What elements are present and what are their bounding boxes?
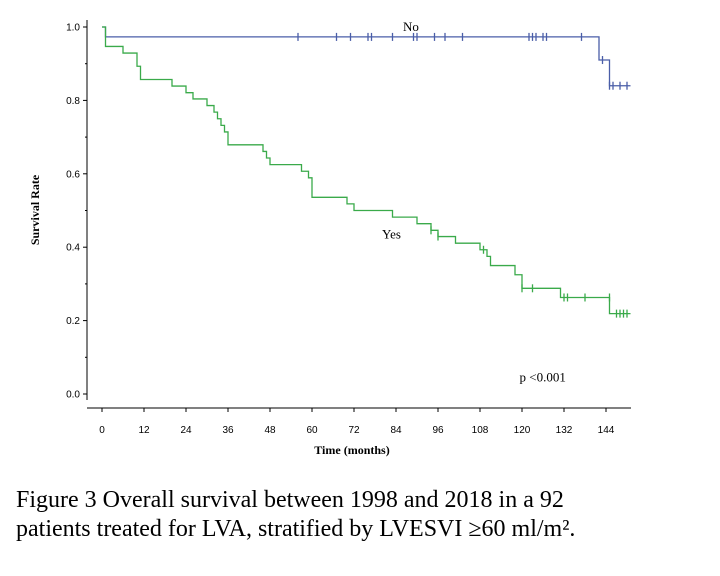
y-tick-label: 0.4 xyxy=(66,243,80,254)
x-tick-label: 24 xyxy=(180,425,192,436)
series-layer xyxy=(102,26,631,318)
x-tick-label: 96 xyxy=(432,425,444,436)
series-line-yes xyxy=(102,26,631,315)
x-tick-label: 108 xyxy=(472,425,489,436)
x-tick-label: 48 xyxy=(264,425,276,436)
y-tick-label: 0.6 xyxy=(66,169,80,180)
labels-layer: No Yes p <0.001 xyxy=(382,19,566,384)
y-tick-label: 1.0 xyxy=(66,23,80,34)
x-tick-label: 144 xyxy=(598,425,615,436)
figure-caption: Figure 3 Overall survival between 1998 a… xyxy=(16,486,706,544)
x-tick-label: 36 xyxy=(222,425,234,436)
y-ticks: 0.0 0.2 0.4 0.6 0.8 1.0 xyxy=(66,23,87,401)
x-tick-label: 60 xyxy=(306,425,318,436)
caption-line-2: patients treated for LVA, stratified by … xyxy=(16,516,576,542)
series-label-yes: Yes xyxy=(382,226,401,241)
x-axis-title: Time (months) xyxy=(314,443,389,457)
y-tick-label: 0.0 xyxy=(66,390,80,401)
x-tick-label: 0 xyxy=(99,425,105,436)
series-label-no: No xyxy=(403,19,419,34)
y-tick-label: 0.2 xyxy=(66,316,80,327)
x-ticks: 0 12 24 36 48 60 72 84 96 108 120 132 144 xyxy=(99,408,615,436)
x-tick-label: 132 xyxy=(556,425,573,436)
p-value-annotation: p <0.001 xyxy=(520,369,566,384)
y-tick-label: 0.8 xyxy=(66,96,80,107)
caption-line-1: Figure 3 Overall survival between 1998 a… xyxy=(16,487,564,513)
y-axis-title: Survival Rate xyxy=(28,174,42,245)
x-tick-label: 72 xyxy=(348,425,360,436)
x-tick-label: 120 xyxy=(514,425,531,436)
survival-chart: 0.0 0.2 0.4 0.6 0.8 1.0 0 12 24 36 48 60 72 84 96 108 1… xyxy=(28,19,631,457)
x-tick-label: 84 xyxy=(390,425,402,436)
series-line-no xyxy=(102,26,631,87)
axes xyxy=(86,20,631,409)
x-tick-label: 12 xyxy=(138,425,150,436)
